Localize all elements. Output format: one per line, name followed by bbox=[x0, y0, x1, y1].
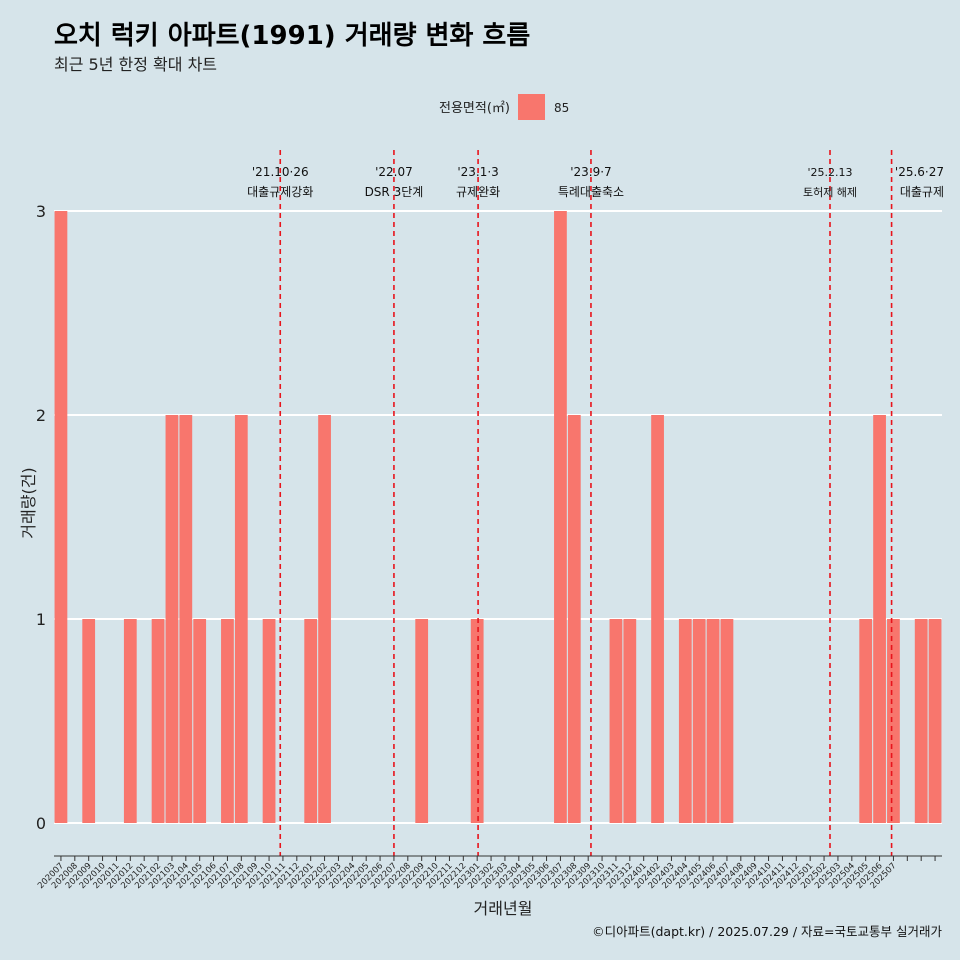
bar-60 bbox=[887, 619, 900, 823]
bar-63 bbox=[928, 619, 942, 823]
bar-62 bbox=[914, 619, 928, 823]
bar-18 bbox=[304, 619, 318, 823]
bars bbox=[54, 211, 942, 823]
legend-title: 전용면적(㎡) bbox=[439, 101, 510, 116]
event-date-4: '25.2.13 bbox=[808, 166, 853, 179]
bar-2 bbox=[82, 619, 96, 823]
event-date-2: '23.1·3 bbox=[457, 165, 498, 179]
event-label-5: 대출규제 bbox=[900, 185, 944, 199]
chart-title: 오치 럭키 아파트(1991) 거래량 변화 흐름 bbox=[54, 21, 530, 51]
bar-58 bbox=[859, 619, 873, 823]
bar-15 bbox=[262, 619, 276, 823]
bar-48 bbox=[720, 619, 734, 823]
bar-9 bbox=[179, 415, 193, 823]
legend-label: 85 bbox=[554, 101, 569, 115]
event-label-1: DSR 3단계 bbox=[365, 185, 424, 199]
bar-43 bbox=[651, 415, 664, 823]
event-label-0: 대출규제강화 bbox=[247, 185, 313, 199]
event-date-3: '23.9·7 bbox=[570, 165, 611, 179]
bar-59 bbox=[873, 415, 886, 823]
chart-subtitle: 최근 5년 한정 확대 차트 bbox=[54, 55, 217, 74]
event-label-4: 토허제 해제 bbox=[803, 185, 857, 199]
bar-37 bbox=[567, 415, 581, 823]
y-tick-label-3: 3 bbox=[36, 202, 46, 221]
event-date-0: '21.10·26 bbox=[252, 165, 309, 179]
y-tick-label-0: 0 bbox=[36, 814, 46, 833]
x-axis-title: 거래년월 bbox=[474, 899, 533, 918]
event-markers: '21.10·26 대출규제강화 '22.07 DSR 3단계 '23.1·3 규제완화 '… bbox=[247, 150, 944, 856]
event-date-5: '25.6·27 bbox=[895, 165, 944, 179]
bar-0 bbox=[54, 211, 68, 823]
y-tick-label-2: 2 bbox=[36, 406, 46, 425]
bar-46 bbox=[692, 619, 706, 823]
y-axis-title: 거래량(건) bbox=[19, 467, 38, 538]
bar-26 bbox=[415, 619, 429, 823]
legend: 전용면적(㎡) 85 bbox=[439, 94, 569, 120]
bar-7 bbox=[151, 619, 165, 823]
bar-47 bbox=[706, 619, 720, 823]
event-label-3: 특례대출축소 bbox=[558, 185, 624, 199]
event-date-1: '22.07 bbox=[375, 165, 413, 179]
bar-10 bbox=[193, 619, 207, 823]
bar-8 bbox=[165, 415, 179, 823]
bar-30 bbox=[470, 619, 484, 823]
caption: ©디아파트(dapt.kr) / 2025.07.29 / 자료=국토교통부 실… bbox=[592, 924, 942, 939]
y-axis: 0 1 2 3 bbox=[36, 202, 46, 833]
bar-41 bbox=[623, 619, 637, 823]
bar-12 bbox=[221, 619, 234, 823]
bar-36 bbox=[554, 211, 567, 823]
bar-40 bbox=[609, 619, 623, 823]
event-label-2: 규제완화 bbox=[456, 185, 500, 199]
bar-13 bbox=[234, 415, 248, 823]
y-tick-label-1: 1 bbox=[36, 610, 46, 629]
bar-5 bbox=[123, 619, 137, 823]
x-axis: 2020072020082020092020102020112020122021… bbox=[36, 855, 942, 891]
legend-swatch bbox=[518, 94, 545, 120]
bar-19 bbox=[318, 415, 331, 823]
bar-45 bbox=[678, 619, 692, 823]
